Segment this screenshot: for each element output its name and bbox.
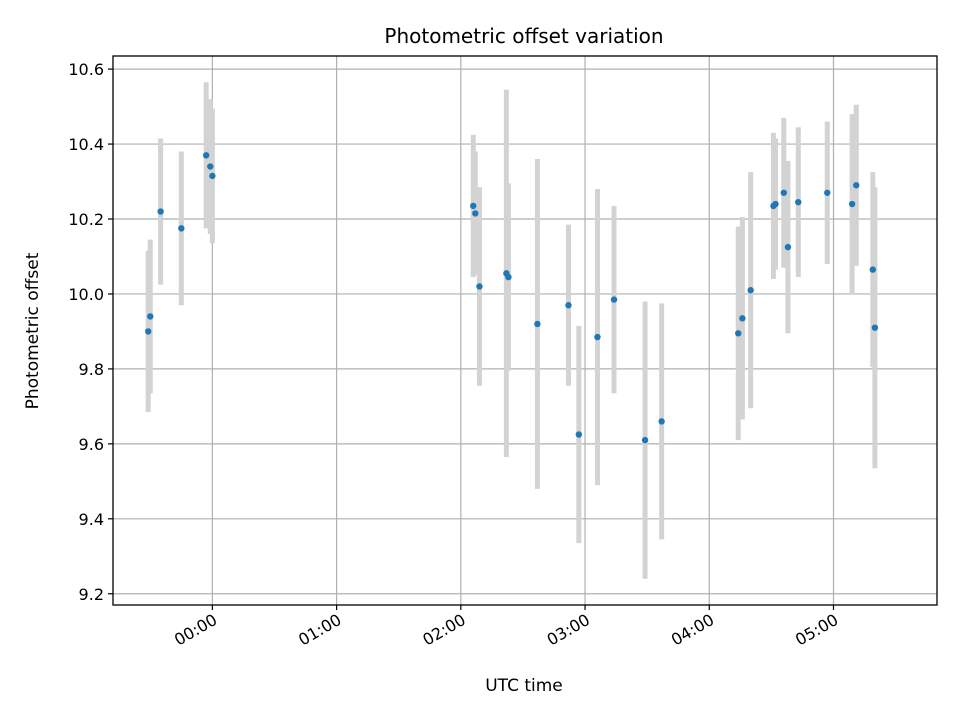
- data-point: [784, 243, 792, 251]
- data-point: [853, 182, 860, 189]
- data-point: [780, 189, 787, 196]
- y-tick-label: 10.0: [68, 285, 104, 304]
- x-tick-label: 03:00: [544, 610, 593, 650]
- data-point: [202, 152, 210, 159]
- x-tick-label: 05:00: [792, 610, 841, 650]
- y-tick-label: 9.4: [79, 510, 104, 529]
- x-axis-label: UTC time: [485, 676, 563, 696]
- data-point: [594, 333, 601, 341]
- data-point: [144, 328, 152, 335]
- data-point: [824, 189, 831, 196]
- y-tick-label: 10.6: [68, 60, 104, 79]
- data-point: [470, 202, 477, 210]
- data-point: [565, 302, 572, 309]
- data-point: [610, 296, 618, 303]
- data-point: [157, 208, 164, 215]
- data-point: [472, 210, 479, 217]
- y-axis-label: Photometric offset: [23, 252, 43, 409]
- data-point: [735, 330, 742, 337]
- y-tick-label: 9.6: [79, 435, 104, 454]
- y-tick-label: 9.8: [79, 360, 104, 379]
- data-points: [144, 152, 879, 444]
- error-bars: [145, 82, 878, 579]
- data-point: [747, 287, 754, 294]
- data-point: [658, 418, 665, 425]
- axis-ticks: 00:00 01:00 02:00 03:00 04:00 05:00 9.2 9.4 9.6 9…: [68, 60, 841, 649]
- data-point: [575, 431, 583, 438]
- x-tick-label: 00:00: [171, 610, 220, 650]
- data-point: [147, 313, 154, 320]
- grid: [113, 56, 937, 605]
- data-point: [534, 320, 541, 328]
- x-tick-label: 04:00: [668, 610, 717, 650]
- data-point: [848, 200, 856, 208]
- chart-title: Photometric offset variation: [384, 24, 663, 48]
- data-point: [209, 172, 216, 180]
- plot-frame: [112, 55, 938, 606]
- data-point: [795, 198, 802, 206]
- data-point: [739, 315, 746, 322]
- x-tick-label: 02:00: [419, 610, 468, 650]
- data-point: [772, 200, 779, 208]
- data-point: [178, 225, 185, 232]
- y-tick-label: 10.2: [68, 210, 104, 229]
- data-point: [871, 324, 879, 331]
- y-tick-label: 10.4: [68, 135, 104, 154]
- data-point: [869, 266, 877, 273]
- data-point: [476, 283, 483, 290]
- data-point: [505, 273, 512, 281]
- data-point: [641, 436, 649, 444]
- x-tick-label: 01:00: [295, 610, 344, 650]
- y-tick-label: 9.2: [79, 585, 104, 604]
- data-point: [207, 163, 214, 170]
